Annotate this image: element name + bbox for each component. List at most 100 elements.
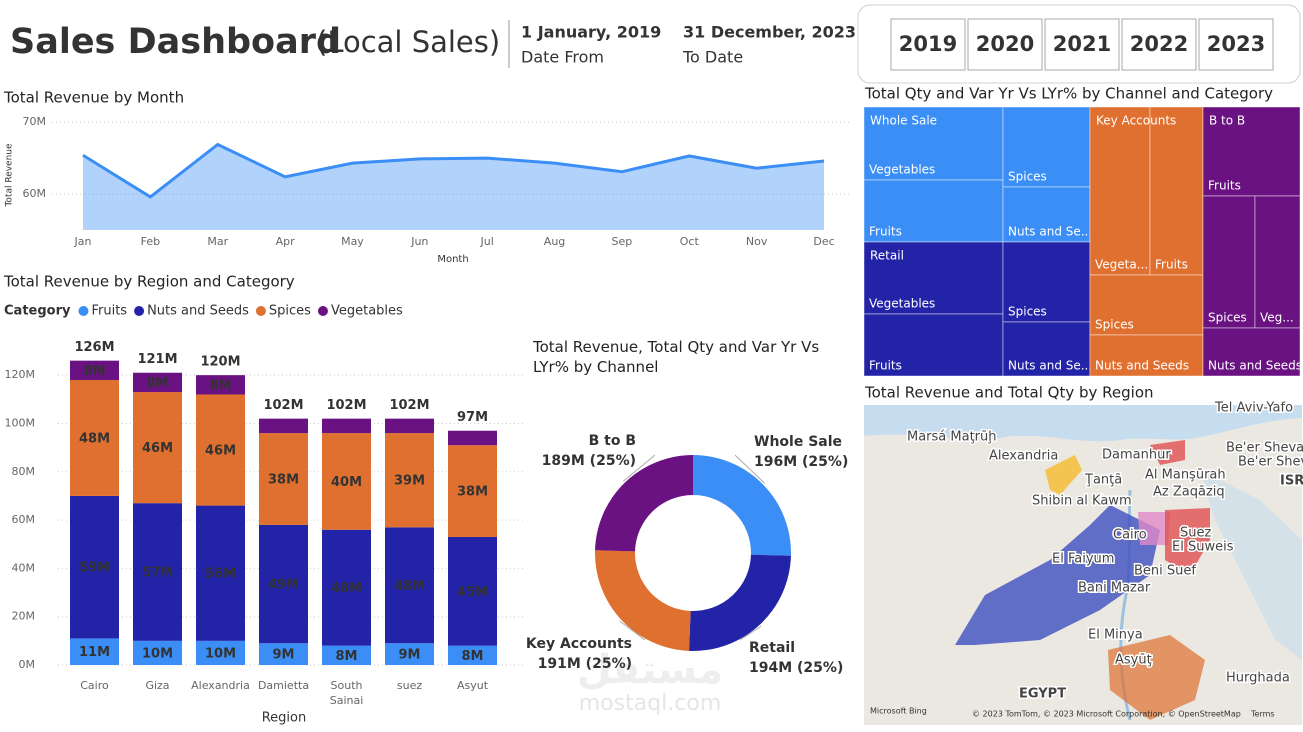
map-place: El Suweis	[1172, 540, 1234, 555]
segment-label: 38M	[457, 485, 488, 500]
map-place: Hurghada	[1226, 671, 1290, 686]
bar-segment	[196, 505, 245, 641]
segment-label: 8M	[147, 376, 169, 391]
segment-label: 49M	[268, 578, 299, 593]
treemap-label: Nuts and Seeds	[1208, 359, 1302, 373]
map-place: ISR	[1280, 474, 1303, 489]
segment-label: 10M	[205, 646, 236, 661]
year-button[interactable]	[967, 18, 1043, 71]
total-label: 102M	[263, 398, 303, 413]
bar-segment	[322, 529, 371, 646]
x-axis-label: Region	[262, 711, 307, 726]
date-to: 31 December, 2023	[683, 23, 856, 42]
total-label: 120M	[200, 355, 240, 370]
bar-segment	[70, 360, 119, 380]
year-button[interactable]	[1044, 18, 1120, 71]
donut-slice	[689, 554, 791, 651]
segment-label: 48M	[394, 579, 425, 594]
treemap-title: Total Qty and Var Yr Vs LYr% by Channel …	[864, 85, 1273, 103]
legend-label: Vegetables	[331, 304, 403, 319]
x-tick-label: Aug	[544, 235, 565, 248]
treemap-label: Vegetables	[869, 163, 935, 177]
map	[864, 405, 1302, 725]
year-label: 2023	[1207, 32, 1265, 56]
x-tick-label: Alexandria	[191, 679, 250, 692]
map-place: Be'er Sheva	[1238, 455, 1303, 470]
x-tick-label: Oct	[680, 235, 700, 248]
map-attribution: © 2023 TomTom, © 2023 Microsoft Corporat…	[972, 710, 1241, 719]
donut-slice	[595, 455, 693, 552]
year-button[interactable]	[1198, 18, 1274, 71]
treemap-label: Nuts and Se...	[1008, 359, 1092, 373]
region-asyut	[1108, 635, 1205, 720]
y-tick-label: 0M	[19, 658, 36, 671]
x-tick-label: suez	[397, 679, 422, 692]
map-place: Asyūţ	[1115, 653, 1152, 668]
x-tick-label: Jul	[480, 235, 494, 248]
segment-label: 8M	[210, 378, 232, 393]
slice-name: Whole Sale	[754, 434, 842, 450]
y-tick-label: 20M	[12, 610, 36, 623]
slice-label: 189M (25%)	[542, 453, 636, 469]
map-place: Marsá Maţrūḩ	[907, 430, 997, 445]
treemap-label: Fruits	[1155, 258, 1188, 272]
treemap-label: Fruits	[869, 359, 902, 373]
map-place: Suez	[1180, 526, 1211, 541]
map-provider: Microsoft Bing	[870, 707, 927, 716]
bar-segment	[133, 640, 182, 665]
x-tick-label: Feb	[141, 235, 160, 248]
treemap-cell	[1202, 195, 1256, 329]
y-tick-label: 80M	[12, 465, 36, 478]
leader-line	[739, 625, 762, 641]
legend-swatch	[78, 306, 89, 316]
treemap-cell	[1149, 106, 1204, 276]
bar-segment	[196, 394, 245, 506]
date-to-label: To Date	[682, 48, 743, 67]
map-terms[interactable]: Terms	[1250, 710, 1275, 719]
donut-title-box: Total Revenue, Total Qty and Var Yr Vs L…	[533, 338, 819, 376]
treemap-cell	[863, 241, 1004, 315]
treemap-cell	[1002, 321, 1091, 377]
region-cairo	[1138, 512, 1170, 545]
map-sea	[864, 405, 1302, 442]
y-tick-label: 120M	[5, 368, 36, 381]
segment-label: 57M	[142, 566, 173, 581]
legend-label: Nuts and Seeds	[147, 304, 249, 319]
date-from-label: Date From	[521, 48, 604, 67]
segment-label: 38M	[268, 473, 299, 488]
year-button[interactable]	[1121, 18, 1197, 71]
segment-label: 10M	[142, 646, 173, 661]
y-tick-label: 70M	[23, 115, 47, 128]
treemap-group-label: Whole Sale	[870, 114, 937, 128]
x-tick-label: Jun	[410, 235, 428, 248]
title: Sales Dashboard	[10, 22, 341, 62]
bar-segment	[322, 433, 371, 530]
region-suez	[1165, 508, 1210, 575]
segment-label: 11M	[79, 645, 110, 660]
bar-segment	[448, 445, 497, 537]
legend-label: Spices	[269, 304, 311, 319]
treemap-label: Nuts and Se...	[1008, 225, 1092, 239]
region-damietta	[1150, 440, 1185, 465]
leader-line	[734, 454, 766, 484]
y-tick-label: 60M	[12, 513, 36, 526]
bar-segment	[196, 640, 245, 665]
year-label: 2019	[899, 32, 957, 56]
slice-name: Key Accounts	[526, 636, 632, 652]
treemap-label: Nuts and Seeds	[1095, 359, 1189, 373]
segment-label: 56M	[205, 567, 236, 582]
watermark-latin: mostaql.com	[579, 691, 722, 716]
map-place: EGYPT	[1019, 687, 1066, 702]
treemap-group-label: Key Accounts	[1096, 114, 1176, 128]
total-label: 102M	[326, 398, 366, 413]
area	[83, 144, 824, 230]
segment-label: 39M	[394, 474, 425, 489]
map-place: Az Zaqāziq	[1153, 485, 1225, 500]
treemap-label: Fruits	[869, 225, 902, 239]
x-tick-label: May	[341, 235, 364, 248]
year-button[interactable]	[890, 18, 966, 71]
y-tick-label: 60M	[23, 187, 47, 200]
map-place: El Faiyum	[1052, 552, 1114, 567]
bar-segment	[259, 433, 308, 525]
treemap-group-label: Retail	[870, 249, 904, 263]
